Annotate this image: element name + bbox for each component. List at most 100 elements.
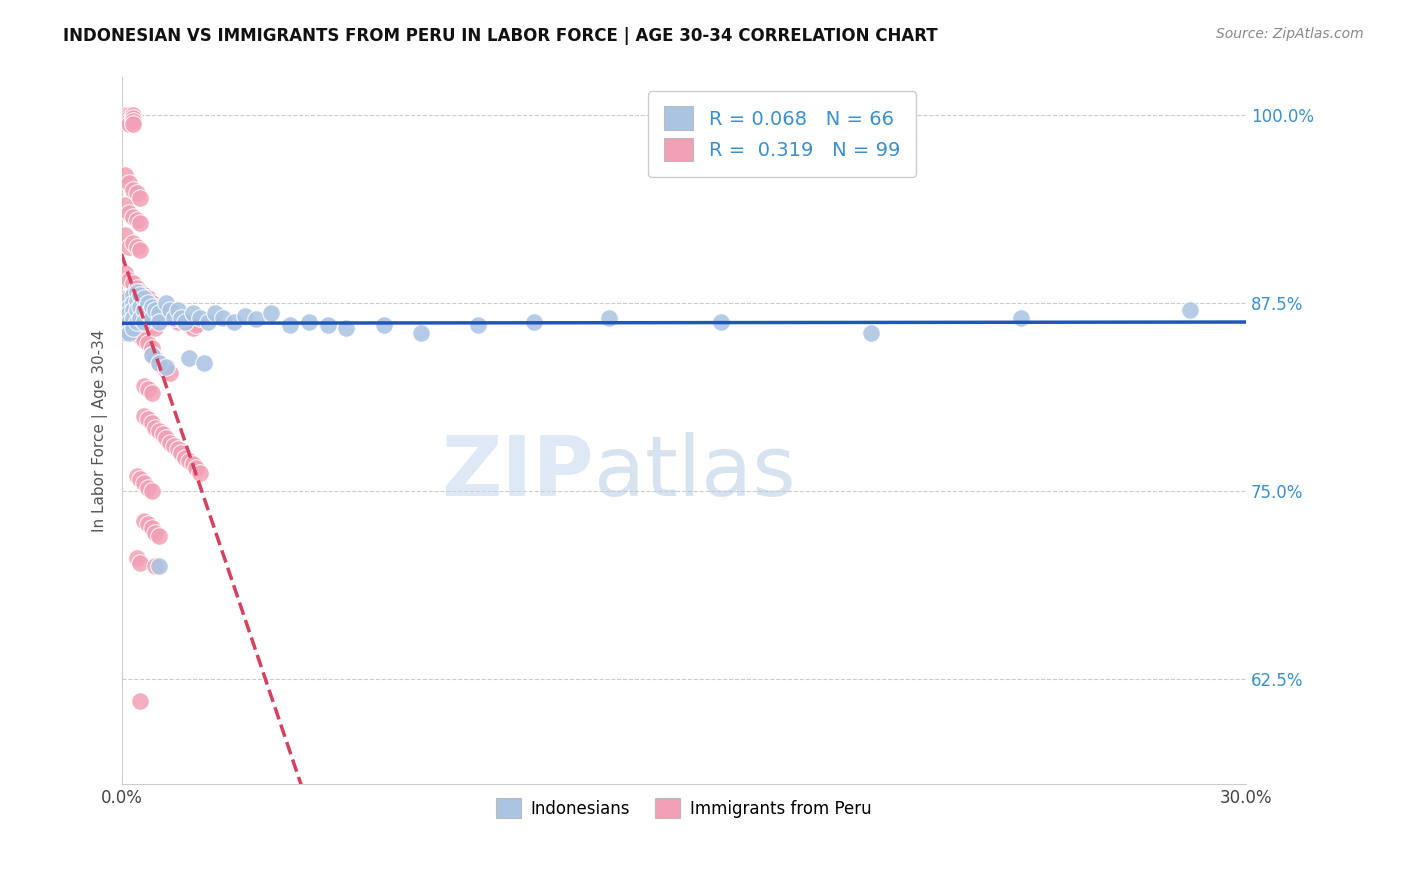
Point xyxy=(152,426,174,441)
Point xyxy=(125,551,148,566)
Point xyxy=(136,291,159,305)
Point xyxy=(177,453,200,467)
Point xyxy=(132,514,155,528)
Point xyxy=(118,301,141,315)
Point xyxy=(118,315,141,329)
Point xyxy=(148,303,170,318)
Point xyxy=(129,288,152,302)
Point xyxy=(132,310,155,325)
Point xyxy=(860,326,883,340)
Point xyxy=(411,326,433,340)
Point xyxy=(121,235,143,250)
Point xyxy=(245,312,267,326)
Point xyxy=(136,481,159,495)
Point xyxy=(181,321,204,335)
Point xyxy=(136,296,159,310)
Point xyxy=(141,521,163,535)
Point xyxy=(132,476,155,491)
Point xyxy=(129,285,152,300)
Point xyxy=(136,411,159,425)
Point xyxy=(125,186,148,201)
Point xyxy=(278,318,301,333)
Point xyxy=(125,326,148,340)
Point xyxy=(204,306,226,320)
Point xyxy=(132,378,155,392)
Point xyxy=(132,288,155,302)
Point xyxy=(118,176,141,190)
Point xyxy=(125,468,148,483)
Text: atlas: atlas xyxy=(593,433,796,514)
Point xyxy=(188,466,211,480)
Point xyxy=(143,351,166,366)
Point xyxy=(118,273,141,287)
Point xyxy=(114,310,136,325)
Point xyxy=(148,558,170,573)
Point xyxy=(163,310,186,325)
Point xyxy=(118,108,141,122)
Point xyxy=(136,382,159,396)
Point xyxy=(118,296,141,310)
Point xyxy=(177,351,200,366)
Point xyxy=(148,306,170,320)
Point xyxy=(467,318,489,333)
Point xyxy=(136,315,159,329)
Point xyxy=(129,306,152,320)
Point xyxy=(222,315,245,329)
Point xyxy=(114,303,136,318)
Point xyxy=(132,409,155,423)
Point xyxy=(114,228,136,243)
Point xyxy=(118,291,141,305)
Point xyxy=(298,315,321,329)
Point xyxy=(114,266,136,280)
Point xyxy=(125,315,148,329)
Point xyxy=(121,288,143,302)
Point xyxy=(125,294,148,309)
Point xyxy=(143,525,166,540)
Point xyxy=(118,306,141,320)
Point xyxy=(143,301,166,315)
Point xyxy=(260,306,283,320)
Point xyxy=(143,303,166,318)
Point xyxy=(121,117,143,131)
Point xyxy=(174,315,197,329)
Text: ZIP: ZIP xyxy=(441,433,593,514)
Point xyxy=(174,315,197,329)
Point xyxy=(125,285,148,300)
Point xyxy=(121,301,143,315)
Point xyxy=(132,291,155,305)
Point xyxy=(141,416,163,430)
Point xyxy=(523,315,546,329)
Point xyxy=(125,281,148,295)
Point xyxy=(114,315,136,329)
Point xyxy=(152,306,174,320)
Point xyxy=(121,296,143,310)
Point xyxy=(148,356,170,370)
Point xyxy=(125,303,148,318)
Point xyxy=(155,310,177,325)
Point xyxy=(121,321,143,335)
Point xyxy=(141,341,163,355)
Point xyxy=(118,111,141,125)
Point xyxy=(114,198,136,212)
Point xyxy=(114,108,136,122)
Legend: Indonesians, Immigrants from Peru: Indonesians, Immigrants from Peru xyxy=(489,791,879,825)
Point xyxy=(114,168,136,182)
Point xyxy=(188,310,211,325)
Point xyxy=(129,694,152,708)
Point xyxy=(143,321,166,335)
Point xyxy=(121,183,143,197)
Point xyxy=(233,310,256,324)
Point xyxy=(152,360,174,375)
Point xyxy=(181,306,204,320)
Point xyxy=(598,310,620,325)
Point xyxy=(186,461,208,475)
Point xyxy=(132,315,155,329)
Point xyxy=(129,301,152,315)
Point xyxy=(118,240,141,254)
Point xyxy=(141,296,163,310)
Point xyxy=(125,213,148,227)
Point xyxy=(118,326,141,340)
Point xyxy=(186,318,208,333)
Point xyxy=(114,326,136,340)
Point xyxy=(118,205,141,219)
